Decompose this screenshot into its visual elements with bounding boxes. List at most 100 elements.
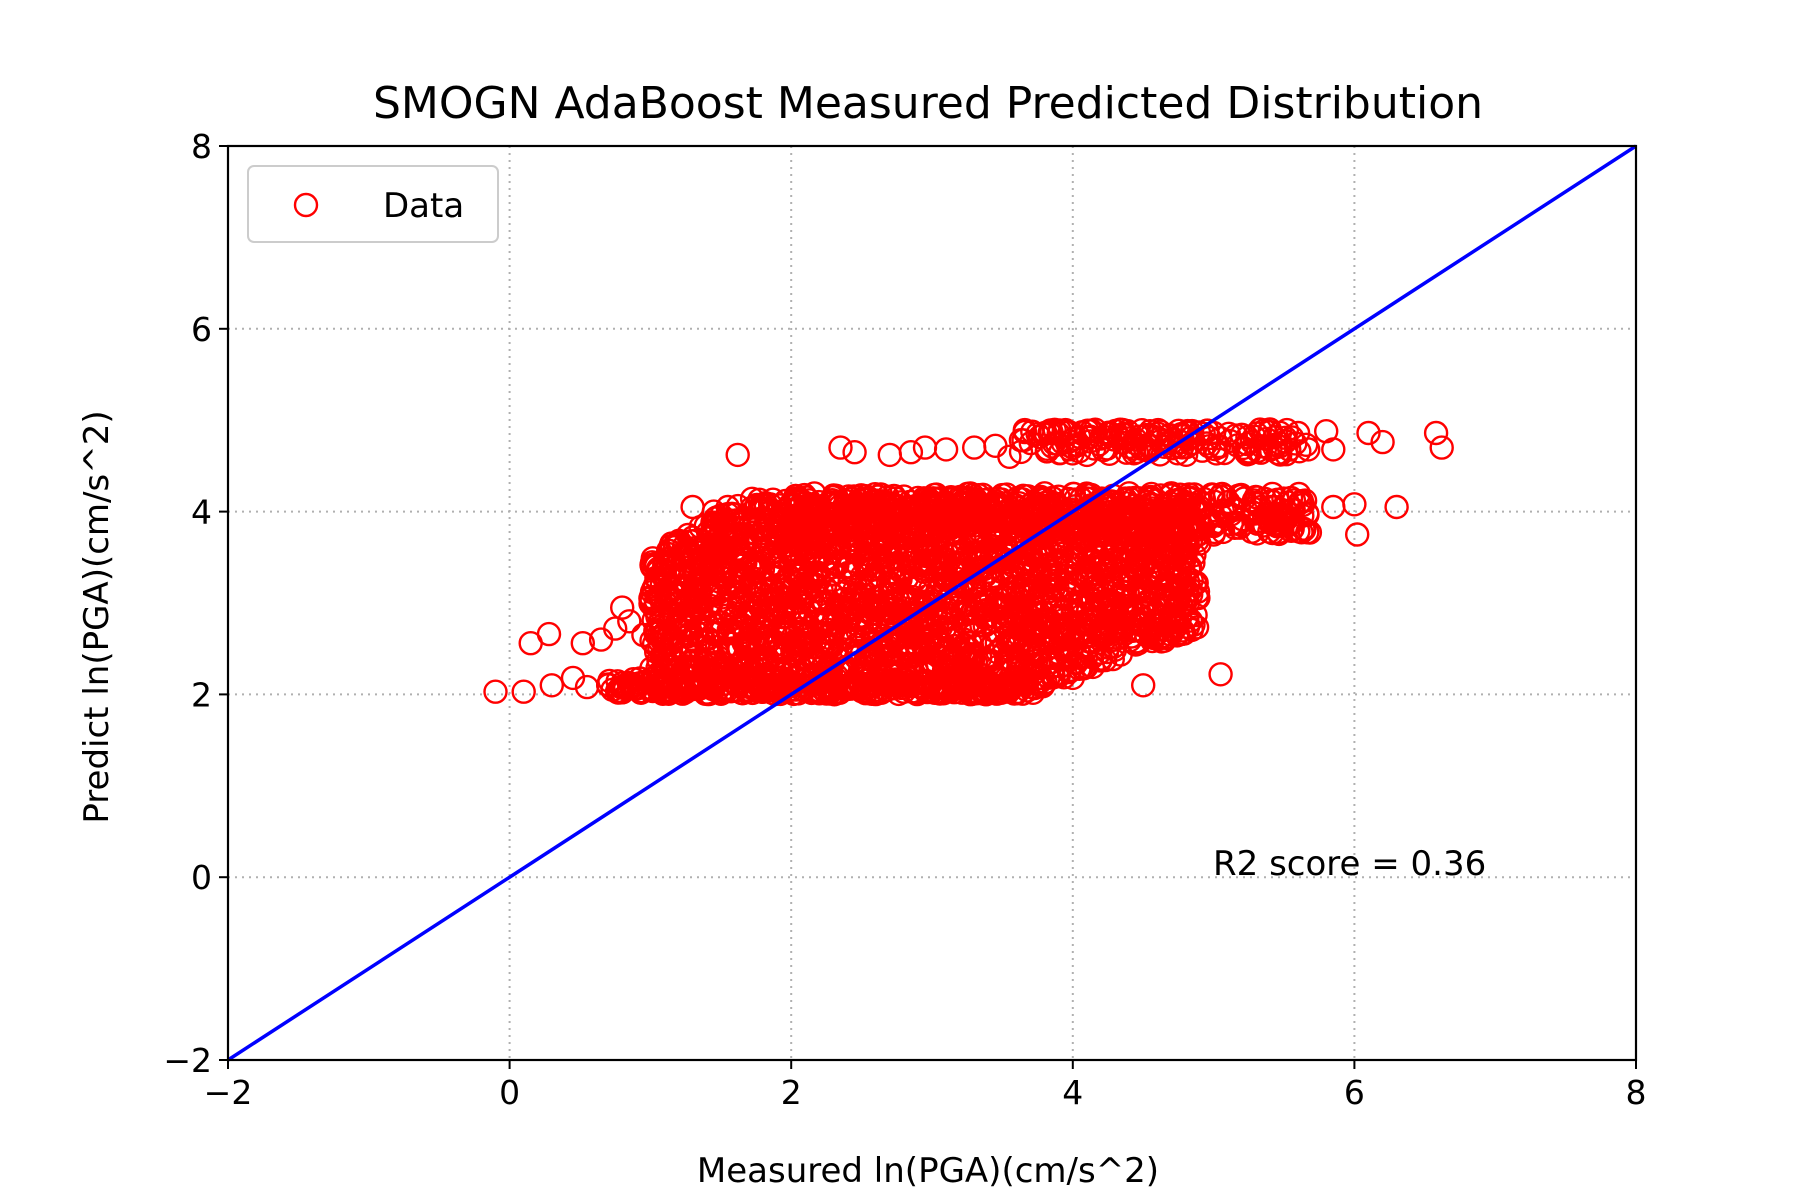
data-point: [560, 665, 586, 691]
data-point: [748, 521, 773, 546]
data-point: [1429, 435, 1454, 460]
data-point: [1112, 585, 1137, 610]
data-point: [1006, 599, 1032, 624]
data-point: [752, 537, 778, 562]
data-point: [1228, 482, 1254, 508]
plot-frame: [226, 144, 1638, 1062]
data-point: [905, 498, 930, 523]
x-tick-label: 0: [499, 1073, 520, 1112]
x-tick-label: 8: [1626, 1073, 1647, 1112]
data-point: [687, 540, 712, 565]
data-point: [885, 546, 910, 571]
data-point: [1125, 515, 1151, 540]
data-point: [539, 673, 564, 698]
data-point: [789, 631, 814, 657]
data-point: [767, 544, 793, 570]
data-point: [747, 582, 772, 607]
data-point: [741, 556, 766, 581]
data-point: [952, 569, 977, 594]
data-point: [1114, 512, 1139, 537]
data-point: [1051, 509, 1076, 534]
data-point: [906, 674, 931, 699]
x-axis-label: Measured ln(PGA)(cm/s^2): [697, 1151, 1159, 1191]
data-point: [905, 485, 931, 511]
data-point: [1004, 673, 1029, 698]
data-point: [874, 637, 900, 662]
data-point: [1085, 520, 1111, 545]
data-point: [817, 633, 842, 658]
data-point: [846, 488, 872, 513]
data-point: [1087, 640, 1112, 665]
data-point: [997, 627, 1022, 652]
data-point: [1278, 485, 1304, 511]
y-tick-label: 6: [191, 310, 212, 349]
legend-label: Data: [383, 186, 464, 226]
data-point: [866, 563, 891, 588]
data-point: [1155, 577, 1181, 602]
data-point: [736, 649, 761, 674]
data-point: [772, 533, 797, 559]
data-point: [654, 580, 679, 605]
data-point: [840, 494, 866, 519]
data-point: [763, 632, 788, 658]
data-point: [733, 522, 758, 547]
data-point: [912, 435, 938, 460]
data-point: [536, 621, 562, 647]
data-point: [1079, 418, 1104, 443]
data-point: [843, 514, 869, 539]
data-point: [1054, 597, 1079, 622]
data-point: [801, 573, 826, 598]
data-point: [1046, 484, 1071, 509]
data-point: [718, 592, 743, 618]
data-point: [631, 622, 656, 648]
data-point: [979, 644, 1004, 669]
x-tick-label: 4: [1062, 1073, 1083, 1112]
legend-marker: [293, 192, 319, 218]
data-point: [738, 625, 763, 650]
data-point: [864, 500, 890, 525]
data-point: [1046, 663, 1071, 689]
data-point: [1044, 552, 1070, 577]
data-point: [933, 546, 958, 572]
data-point: [1012, 419, 1038, 445]
data-point: [1159, 481, 1184, 506]
data-point: [828, 435, 853, 460]
data-point: [1057, 577, 1083, 602]
y-tick-label: 0: [191, 858, 212, 897]
data-point: [997, 444, 1022, 469]
data-point: [842, 440, 867, 465]
data-point: [1118, 563, 1144, 588]
data-point: [657, 677, 683, 702]
data-point: [1295, 501, 1320, 526]
data-point: [1102, 627, 1128, 652]
data-point: [948, 674, 973, 700]
data-point: [923, 641, 948, 667]
axis-ticks: −2 0 2 4 6 8 −2 0 2 4 6 8: [163, 127, 1646, 1112]
data-point: [877, 442, 902, 468]
data-point: [926, 630, 951, 655]
data-point: [750, 679, 776, 704]
data-point: [1046, 421, 1071, 447]
data-point: [1116, 426, 1142, 451]
data-point: [1208, 662, 1233, 687]
data-point: [1123, 556, 1148, 582]
data-point: [610, 671, 635, 696]
data-point: [1069, 644, 1094, 669]
data-point: [807, 678, 832, 703]
data-point: [970, 580, 995, 606]
data-point: [1092, 647, 1118, 673]
data-point: [788, 616, 813, 642]
data-point: [1229, 513, 1255, 538]
data-point: [1243, 484, 1269, 510]
data-point: [730, 588, 756, 613]
data-point: [658, 636, 684, 661]
x-tick-label: 2: [781, 1073, 802, 1112]
data-point: [919, 677, 945, 702]
data-point: [1156, 595, 1181, 620]
data-point: [884, 511, 909, 537]
data-point: [1201, 482, 1226, 508]
data-point: [728, 541, 753, 566]
data-point: [1344, 522, 1370, 547]
data-point: [1173, 545, 1198, 570]
